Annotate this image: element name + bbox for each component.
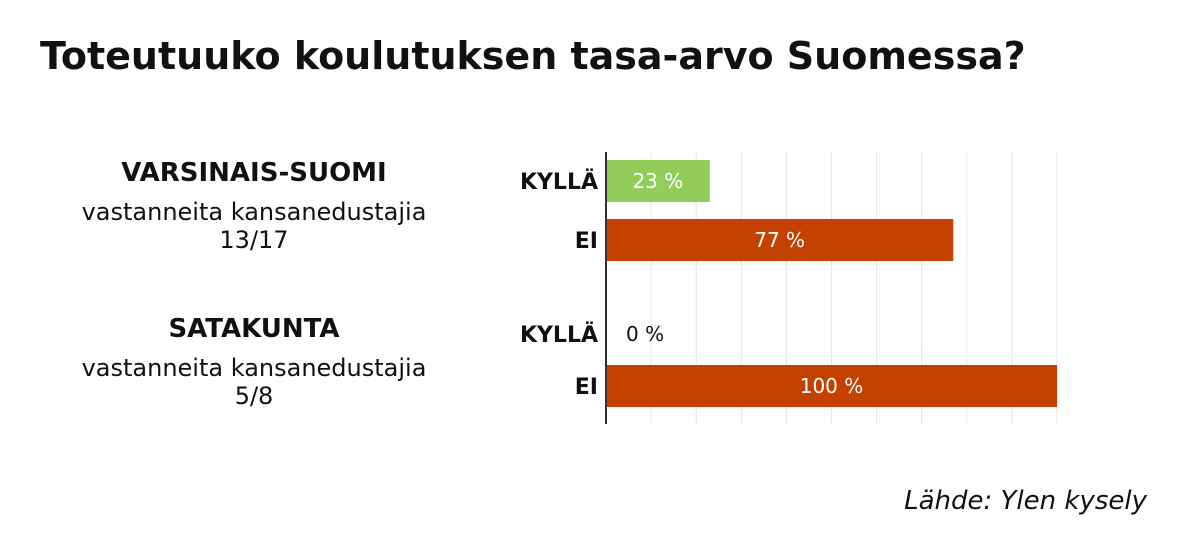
category-label: KYLLÄ	[520, 322, 598, 348]
data-label: 0 %	[626, 322, 664, 346]
source-note: Lähde: Ylen kysely	[904, 486, 1147, 516]
region-subtitle: vastanneita kansanedustajia	[81, 354, 427, 382]
bar-yes	[606, 160, 710, 202]
region-respondent-count: 5/8	[234, 382, 274, 410]
region-name: VARSINAIS-SUOMI	[121, 158, 387, 188]
region-label-satakunta: SATAKUNTA vastanneita kansanedustajia 5/…	[44, 314, 464, 410]
data-label: 23 %	[632, 169, 683, 193]
category-label: EI	[575, 229, 598, 254]
category-label: KYLLÄ	[520, 169, 598, 195]
bar-no	[606, 365, 1057, 407]
region-respondent-count: 13/17	[219, 226, 289, 254]
chart-title: Toteutuuko koulutuksen tasa-arvo Suomess…	[40, 34, 1026, 78]
bar-no	[606, 219, 954, 261]
data-label: 100 %	[800, 374, 864, 398]
region-label-varsinais-suomi: VARSINAIS-SUOMI vastanneita kansanedusta…	[44, 158, 464, 254]
data-label: 77 %	[754, 228, 805, 252]
region-subtitle: vastanneita kansanedustajia	[81, 198, 427, 226]
category-label: EI	[575, 375, 598, 400]
region-name: SATAKUNTA	[168, 314, 340, 344]
